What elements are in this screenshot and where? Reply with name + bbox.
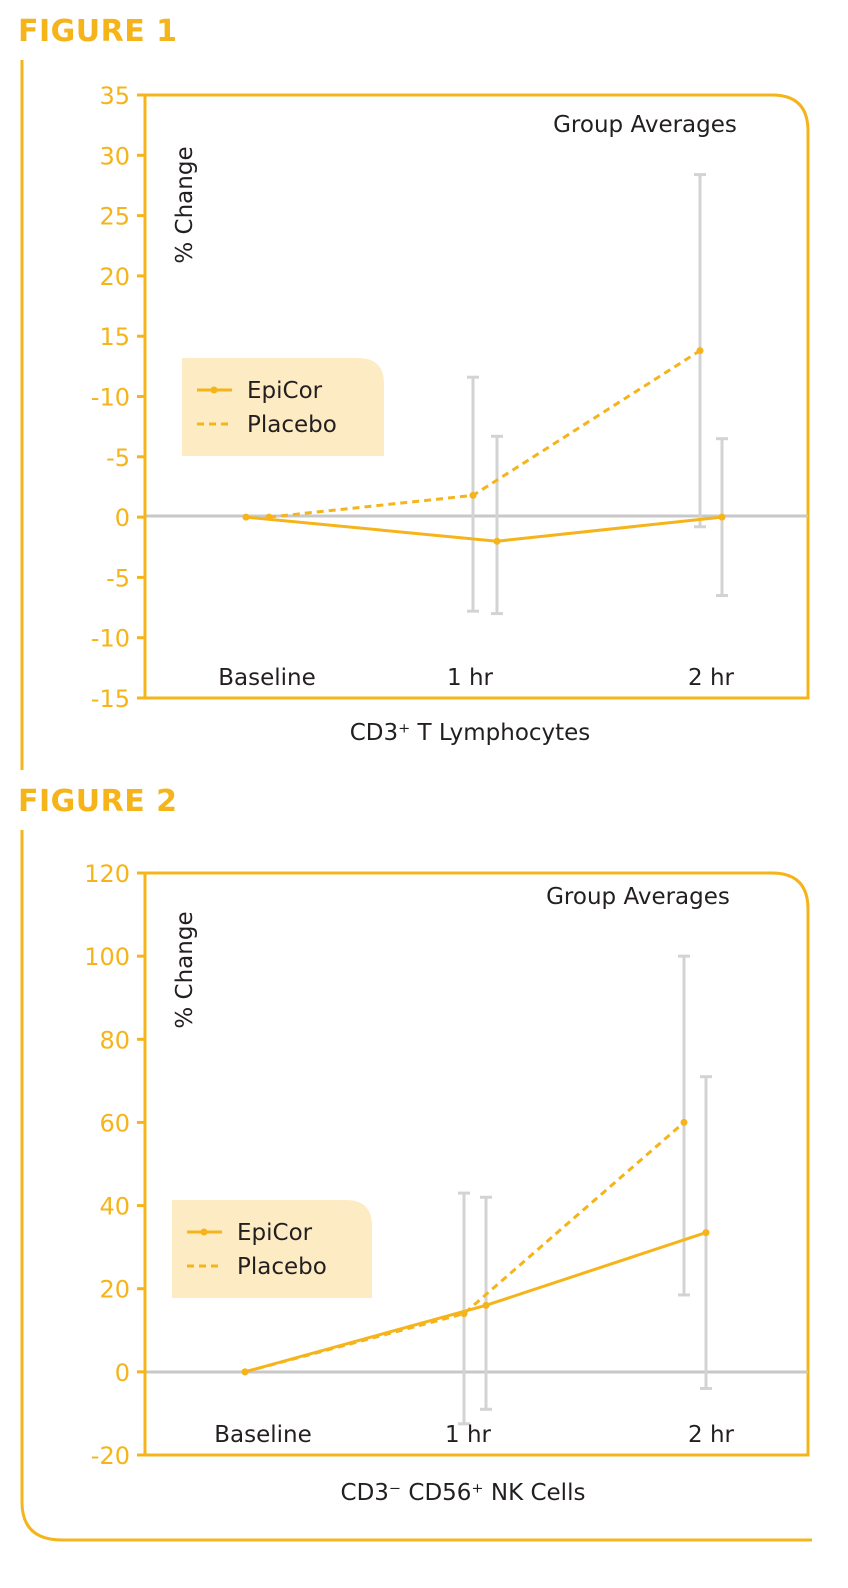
chart-1-y-tick-label: -10 xyxy=(91,384,130,412)
figure-2-title: FIGURE 2 xyxy=(18,784,178,819)
chart-1-legend-box xyxy=(182,358,384,456)
figure-1-title: FIGURE 1 xyxy=(18,14,178,49)
chart-1-y-tick-label: -5 xyxy=(106,564,130,592)
chart-2-legend-placebo-label: Placebo xyxy=(237,1254,327,1280)
chart-1-legend-placebo-label: Placebo xyxy=(247,412,337,438)
chart-1: 35 30 25 20 15 -10 -5 0 -5 -10 -15 Baseline 1 hr 2 h… xyxy=(91,82,810,746)
chart-1-epicor-line xyxy=(245,515,723,543)
chart-2-x-axis-label: CD3⁻ CD56⁺ NK Cells xyxy=(341,1480,586,1506)
chart-2-legend: EpiCor Placebo xyxy=(172,1200,372,1298)
chart-2-placebo-point xyxy=(680,1118,688,1126)
chart-2-placebo-point xyxy=(460,1310,468,1318)
chart-2-y-tick-label: -20 xyxy=(91,1442,130,1470)
chart-1-category-label: 2 hr xyxy=(688,665,735,691)
chart-1-annotation: Group Averages xyxy=(553,112,737,138)
chart-1-plot-frame xyxy=(143,93,810,700)
chart-2-y-tick-label: 60 xyxy=(99,1109,130,1137)
chart-1-y-tick-label: 25 xyxy=(99,203,130,231)
chart-2: 120 100 80 60 40 20 0 -20 Baseline 1 hr 2 hr Grou… xyxy=(84,860,810,1506)
chart-2-plot-frame xyxy=(143,871,810,1457)
chart-2-legend-epicor-label: EpiCor xyxy=(237,1220,313,1246)
chart-2-placebo-point xyxy=(241,1368,249,1376)
chart-2-epicor-point xyxy=(702,1229,710,1237)
chart-2-epicor-point xyxy=(482,1301,490,1309)
chart-1-placebo-point xyxy=(265,513,273,521)
chart-2-legend-box xyxy=(172,1200,372,1298)
chart-1-category-label: Baseline xyxy=(218,665,316,691)
chart-1-legend-epicor-label: EpiCor xyxy=(247,378,323,404)
chart-1-y-tick-label: 30 xyxy=(99,142,130,170)
chart-1-y-tick-label: 20 xyxy=(99,263,130,291)
chart-1-y-tick-label: -10 xyxy=(91,625,130,653)
chart-2-y-axis-label: % Change xyxy=(172,911,198,1028)
chart-2-legend-epicor-marker xyxy=(200,1228,208,1236)
chart-2-annotation: Group Averages xyxy=(546,884,730,910)
chart-1-y-tick-label: 35 xyxy=(99,82,130,110)
chart-1-y-axis-label: % Change xyxy=(172,146,198,263)
chart-2-y-tick-label: 40 xyxy=(99,1193,130,1221)
chart-1-y-tick-label: 15 xyxy=(99,323,130,351)
chart-2-y-tick-label: 100 xyxy=(84,943,130,971)
chart-1-epicor-point xyxy=(493,537,501,545)
chart-2-category-label: Baseline xyxy=(214,1422,312,1448)
chart-1-placebo-point xyxy=(469,491,477,499)
chart-2-category-label: 1 hr xyxy=(445,1422,492,1448)
chart-2-y-tick-label: 120 xyxy=(84,860,130,888)
chart-1-x-axis-label: CD3⁺ T Lymphocytes xyxy=(350,720,591,746)
chart-1-placebo-point xyxy=(696,347,704,355)
chart-1-legend: EpiCor Placebo xyxy=(182,358,384,456)
chart-1-y-tick-label: 0 xyxy=(115,504,130,532)
figure-2-frame xyxy=(20,830,812,1542)
chart-1-y-tick-label: -5 xyxy=(106,444,130,472)
chart-1-epicor-point xyxy=(242,513,250,521)
chart-1-y-tick-label: -15 xyxy=(91,685,130,713)
chart-2-y-tick-label: 20 xyxy=(99,1276,130,1304)
chart-2-placebo-line xyxy=(244,1121,685,1374)
chart-1-category-label: 1 hr xyxy=(447,665,494,691)
chart-2-y-tick-label: 0 xyxy=(115,1359,130,1387)
chart-2-y-tick-label: 80 xyxy=(99,1026,130,1054)
chart-1-legend-epicor-marker xyxy=(210,386,218,394)
chart-1-epicor-point xyxy=(718,513,726,521)
chart-2-category-label: 2 hr xyxy=(688,1422,735,1448)
